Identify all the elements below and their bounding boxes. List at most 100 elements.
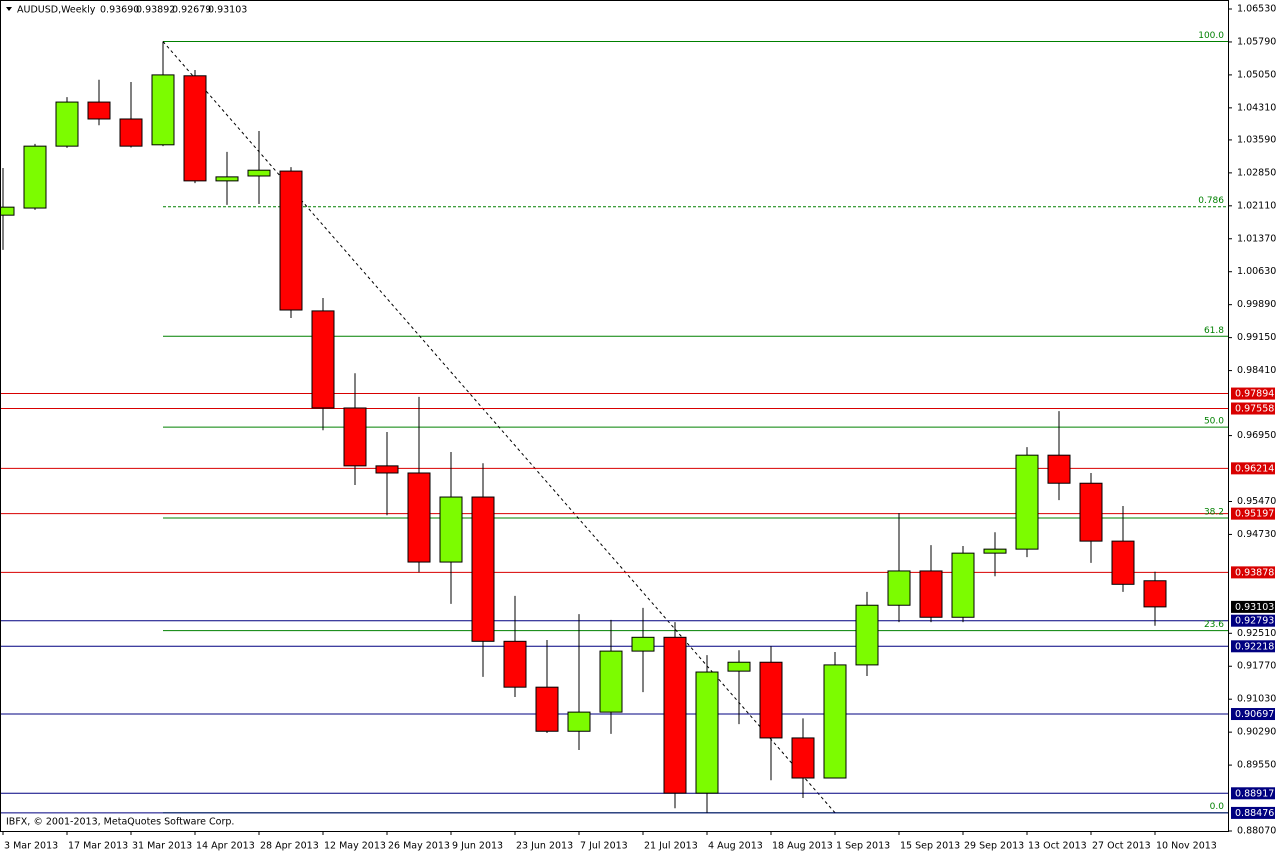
candle-body [183,75,207,182]
candle-body [695,671,719,794]
price-marker [1231,507,1275,520]
header-high: 0.93892 [136,5,175,16]
price-marker [1231,387,1275,400]
y-tick-label: 0.96950 [1237,430,1276,441]
x-tick-label: 27 Oct 2013 [1092,841,1151,852]
candle-body [791,737,815,779]
candle-body [631,636,655,652]
price-marker-label: 0.93878 [1235,567,1274,578]
y-tick-label: 0.98410 [1237,365,1276,376]
header-open: 0.93690 [100,5,139,16]
candle-body [503,640,527,688]
fib-label: 0.786 [1198,196,1224,206]
x-tick-label: 13 Oct 2013 [1028,841,1087,852]
header-close: 0.93103 [208,5,247,16]
price-marker [1231,402,1275,415]
price-marker-label: 0.96214 [1235,463,1274,474]
fib-label: 38.2 [1204,507,1224,517]
price-marker [1231,708,1275,721]
y-tick-label: 1.02850 [1237,167,1276,178]
x-tick-label: 31 Mar 2013 [132,841,192,852]
symbol: AUDUSD,Weekly [17,5,96,16]
price-marker-label: 0.97558 [1235,404,1274,415]
candle-body [919,570,943,618]
candle-body [759,661,783,739]
candle-body [407,472,431,563]
x-tick-label: 26 May 2013 [388,841,450,852]
y-tick-label: 1.06530 [1237,4,1276,15]
y-tick-label: 0.91770 [1237,661,1276,672]
fib-label: 0.0 [1210,802,1225,812]
y-tick-label: 0.89550 [1237,760,1276,771]
candle-body [887,570,911,606]
y-tick-label: 0.94730 [1237,529,1276,540]
price-marker-label: 0.92218 [1235,641,1274,652]
candle-body [311,310,335,409]
y-tick-label: 0.90290 [1237,727,1276,738]
price-marker-label: 0.93103 [1235,602,1274,613]
candle-body [439,496,463,563]
price-marker-label: 0.92793 [1235,616,1274,627]
fib-label: 23.6 [1204,620,1224,630]
x-tick-label: 9 Jun 2013 [452,841,503,852]
price-marker-label: 0.95197 [1235,509,1274,520]
price-marker-label: 0.90697 [1235,709,1274,720]
y-tick-label: 0.88070 [1237,826,1276,837]
x-tick-label: 17 Mar 2013 [68,841,128,852]
candle-body [983,548,1007,554]
x-tick-label: 4 Aug 2013 [708,841,763,852]
candle-body [1047,454,1071,484]
candle-body [343,407,367,467]
price-marker [1231,640,1275,653]
candle-body [663,636,687,794]
x-tick-label: 3 Mar 2013 [4,841,58,852]
y-tick-label: 1.05050 [1237,69,1276,80]
x-tick-label: 15 Sep 2013 [900,841,960,852]
plot-border [0,0,1229,832]
y-tick-label: 0.92510 [1237,628,1276,639]
y-tick-label: 0.91030 [1237,694,1276,705]
candle-body [727,661,751,672]
fib-label: 50.0 [1204,417,1224,427]
x-tick-label: 23 Jun 2013 [516,841,573,852]
y-tick-label: 0.95470 [1237,496,1276,507]
candle-body [55,101,79,147]
y-tick-label: 1.01370 [1237,233,1276,244]
price-marker [1231,566,1275,579]
candle-body [87,101,111,120]
price-marker-label: 0.97894 [1235,389,1274,400]
fib-label: 100.0 [1198,31,1224,41]
candle-body [855,604,879,666]
candle-body [1143,580,1167,608]
candle-body [215,176,239,182]
candle-body [823,664,847,779]
y-tick-label: 0.99890 [1237,299,1276,310]
plot-area [0,41,1228,814]
y-tick-label: 1.02110 [1237,200,1276,211]
price-marker [1231,614,1275,627]
y-tick-label: 1.05790 [1237,36,1276,47]
y-tick-label: 0.99150 [1237,332,1276,343]
fib-label: 61.8 [1204,326,1224,336]
candle-body [471,496,495,642]
price-marker [1231,462,1275,475]
candle-body [535,686,559,732]
candle-body [375,465,399,474]
candle-body [279,170,303,311]
candle-body [0,206,15,216]
copyright: IBFX, © 2001-2013, MetaQuotes Software C… [6,817,234,828]
candle-body [151,74,175,146]
x-tick-label: 1 Sep 2013 [836,841,890,852]
candle-body [1079,482,1103,542]
price-marker [1231,806,1275,819]
x-tick-label: 28 Apr 2013 [260,841,319,852]
x-tick-label: 7 Jul 2013 [580,841,628,852]
candle-body [599,650,623,713]
menu-arrow[interactable] [6,7,12,11]
x-tick-label: 18 Aug 2013 [772,841,833,852]
y-tick-label: 1.04310 [1237,102,1276,113]
candle-body [119,118,143,147]
price-marker [1231,600,1275,613]
